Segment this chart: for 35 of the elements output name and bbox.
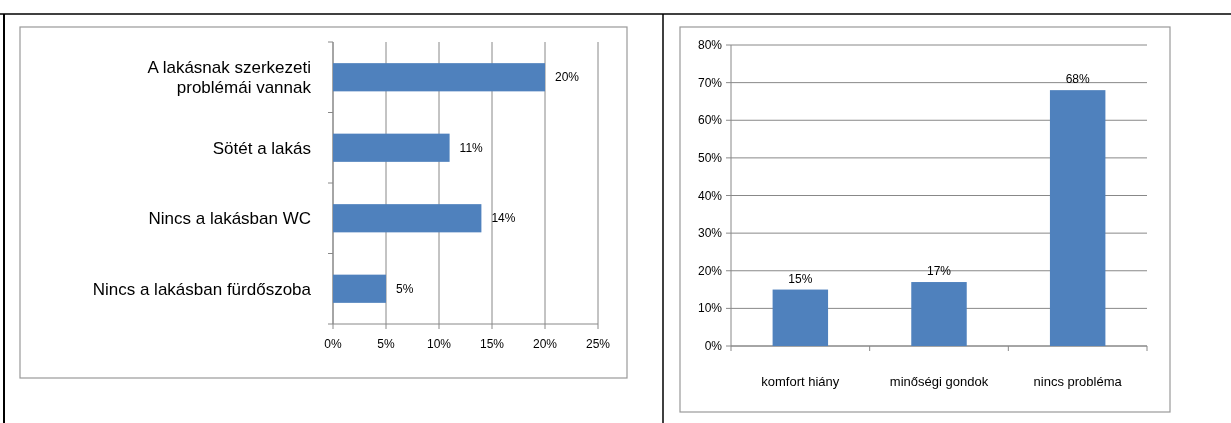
data-label: 14% xyxy=(491,211,516,226)
bar xyxy=(333,274,386,303)
y-tick-label: 80% xyxy=(697,38,723,52)
y-tick-label: A lakásnak szerkezeti problémái vannak xyxy=(147,58,312,98)
x-tick-label: komfort hiány xyxy=(761,374,840,389)
bar xyxy=(1049,90,1106,346)
bar xyxy=(333,63,545,92)
y-tick-label: 50% xyxy=(697,150,723,165)
data-label: 68% xyxy=(1065,72,1090,87)
bar xyxy=(911,282,967,346)
bar xyxy=(333,133,450,162)
y-tick-label: Sötét a lakás xyxy=(212,138,311,158)
data-label: 17% xyxy=(926,264,952,279)
y-tick-label: 40% xyxy=(697,188,723,203)
x-tick-label: 0% xyxy=(324,337,342,351)
x-tick-label: minőségi gondok xyxy=(889,374,989,389)
data-label: 11% xyxy=(459,140,484,155)
bar xyxy=(772,289,829,346)
y-tick-label: 60% xyxy=(697,113,723,128)
x-tick-label: 25% xyxy=(585,337,611,351)
y-tick-label: Nincs a lakásban fürdőszoba xyxy=(92,279,312,299)
y-tick-label: Nincs a lakásban WC xyxy=(148,209,311,229)
x-tick-label: 5% xyxy=(377,337,395,351)
data-label: 15% xyxy=(788,271,813,286)
x-tick-label: 10% xyxy=(426,337,452,351)
bar xyxy=(333,204,482,233)
y-tick-label: 20% xyxy=(697,263,723,278)
data-label: 5% xyxy=(396,281,414,296)
x-tick-label: nincs probléma xyxy=(1033,374,1123,389)
y-tick-label: 70% xyxy=(697,75,723,90)
data-label: 20% xyxy=(555,70,580,85)
y-tick-label: 30% xyxy=(697,226,723,241)
x-tick-label: 20% xyxy=(532,337,558,351)
x-tick-label: 15% xyxy=(479,337,505,351)
y-tick-label: 10% xyxy=(697,301,723,316)
